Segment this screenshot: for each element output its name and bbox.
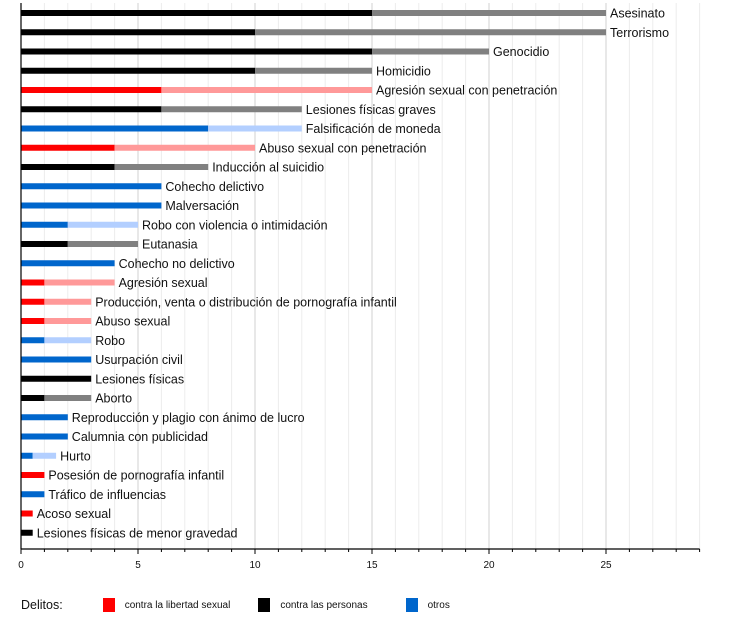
crime-sentence-chart: Asesinato Terrorismo Genocidio Homicidio Agr…	[18, 3, 701, 571]
bar-label: Malversación	[165, 199, 239, 213]
bar-label: Posesión de pornografía infantil	[48, 469, 224, 483]
bars	[21, 10, 606, 536]
bar-min	[21, 106, 162, 113]
legend-swatch-otros	[405, 598, 418, 612]
bar-max	[44, 279, 115, 286]
bar-max	[161, 87, 372, 93]
bar-min	[21, 87, 162, 93]
bar-label: Eutanasia	[142, 238, 198, 252]
bar-min	[21, 510, 33, 517]
legend-item-sexual: contra la libertad sexual	[102, 598, 231, 612]
bar-min	[21, 202, 162, 209]
bar-label: Hurto	[60, 449, 91, 463]
bar-min	[21, 529, 33, 536]
bar-labels: Asesinato Terrorismo Genocidio Homicidio Agr…	[37, 7, 669, 541]
bar-min	[21, 395, 45, 401]
legend-label-personas: contra las personas	[280, 599, 368, 611]
bar-min	[21, 318, 45, 324]
bar-label: Asesinato	[610, 7, 665, 21]
bar-label: Agresión sexual con penetración	[376, 84, 557, 98]
bar-min	[21, 452, 33, 459]
bar-max	[44, 318, 92, 324]
bar-label: Calumnia con publicidad	[72, 430, 208, 444]
bar-min	[21, 375, 92, 382]
bar-min	[21, 260, 115, 267]
bar-min	[21, 29, 255, 36]
bar-max	[32, 452, 57, 459]
bar-max	[44, 298, 92, 305]
bar-min	[21, 491, 45, 498]
bar-min	[21, 356, 92, 363]
bar-label: Lesiones físicas de menor gravedad	[37, 526, 238, 540]
x-tick-labels: 0 5 10 15 20 25	[18, 560, 612, 571]
bar-max	[372, 10, 606, 16]
bar-max	[44, 395, 92, 401]
axes	[20, 3, 701, 554]
bar-label: Producción, venta o distribución de porn…	[95, 295, 397, 309]
bar-min	[21, 183, 162, 190]
bar-max	[161, 106, 302, 113]
bar-min	[21, 241, 68, 247]
bar-min	[21, 67, 255, 74]
bar-max	[44, 337, 92, 344]
bar-min	[21, 125, 209, 132]
bar-label: Lesiones físicas graves	[306, 103, 436, 117]
x-tick-label: 0	[18, 560, 24, 571]
bar-min	[21, 472, 45, 478]
bar-label: Cohecho no delictivo	[119, 257, 235, 271]
bar-min	[21, 433, 68, 440]
bar-label: Abuso sexual	[95, 315, 170, 329]
legend-title: Delitos:	[21, 598, 63, 612]
legend-swatch-personas	[258, 598, 271, 612]
bar-label: Acoso sexual	[37, 507, 111, 521]
bar-min	[21, 337, 45, 344]
bar-label: Usurpación civil	[95, 353, 183, 367]
bar-max	[372, 48, 489, 55]
bar-min	[21, 48, 372, 55]
legend-item-personas: contra las personas	[258, 598, 368, 612]
bar-label: Cohecho delictivo	[165, 180, 264, 194]
x-tick-label: 25	[600, 560, 612, 571]
bar-max	[114, 144, 255, 151]
legend-swatch-sexual	[102, 598, 115, 612]
bar-min	[21, 298, 45, 305]
bar-label: Inducción al suicidio	[212, 161, 324, 175]
bar-label: Falsificación de moneda	[306, 122, 441, 136]
bar-min	[21, 164, 115, 170]
bar-max	[67, 241, 138, 247]
bar-label: Terrorismo	[610, 26, 669, 40]
bar-label: Robo	[95, 334, 125, 348]
x-tick-label: 15	[366, 560, 378, 571]
bar-label: Abuso sexual con penetración	[259, 141, 427, 155]
bar-label: Aborto	[95, 392, 132, 406]
bar-max	[255, 29, 606, 36]
bar-label: Homicidio	[376, 64, 431, 78]
bar-label: Genocidio	[493, 45, 549, 59]
bar-min	[21, 10, 372, 16]
legend: Delitos: contra la libertad sexual contr…	[21, 596, 450, 614]
bar-label: Tráfico de influencias	[48, 488, 166, 502]
bar-label: Agresión sexual	[119, 276, 208, 290]
bar-max	[208, 125, 302, 132]
legend-label-otros: otros	[427, 599, 450, 611]
bar-min	[21, 414, 68, 421]
bar-label: Reproducción y plagio con ánimo de lucro	[72, 411, 305, 425]
bar-label: Lesiones físicas	[95, 372, 184, 386]
bar-min	[21, 279, 45, 286]
legend-label-sexual: contra la libertad sexual	[124, 599, 231, 611]
x-tick-label: 20	[483, 560, 495, 571]
bar-max	[255, 67, 372, 74]
grid-lines	[43, 3, 701, 549]
bar-max	[114, 164, 209, 170]
bar-min	[21, 221, 68, 228]
bar-min	[21, 144, 115, 151]
x-tick-label: 10	[249, 560, 261, 571]
bar-max	[67, 221, 138, 228]
bar-label: Robo con violencia o intimidación	[142, 218, 328, 232]
x-tick-label: 5	[135, 560, 141, 571]
legend-item-otros: otros	[405, 598, 450, 612]
